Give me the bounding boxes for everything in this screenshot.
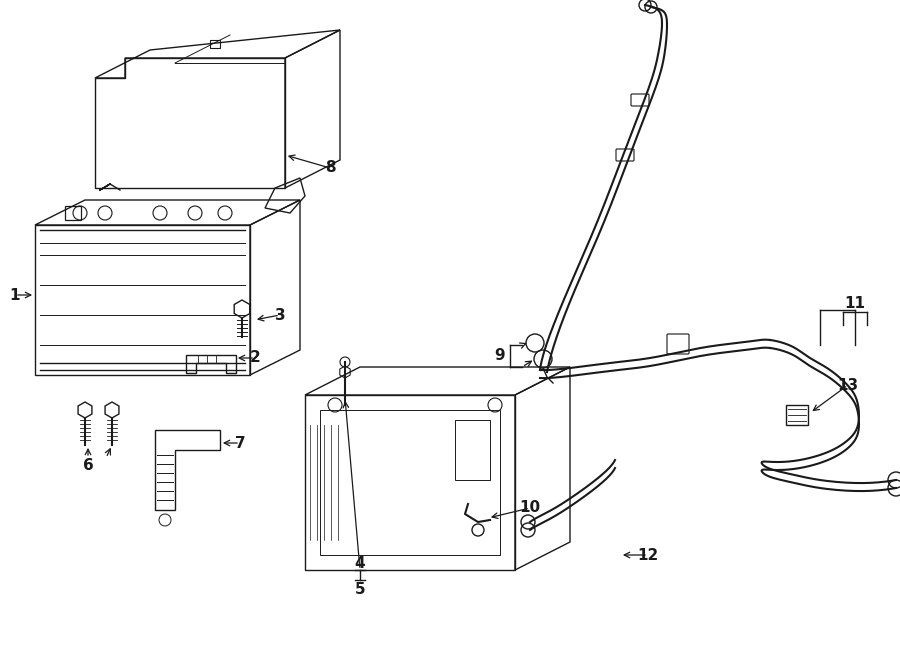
Text: 7: 7 xyxy=(235,436,246,451)
Text: 6: 6 xyxy=(83,457,94,473)
Text: 9: 9 xyxy=(495,348,505,362)
Text: 5: 5 xyxy=(355,582,365,598)
Text: 3: 3 xyxy=(274,307,285,323)
Text: 11: 11 xyxy=(844,295,866,311)
Text: 2: 2 xyxy=(249,350,260,366)
Text: 13: 13 xyxy=(837,377,859,393)
Text: 4: 4 xyxy=(355,555,365,570)
Text: 10: 10 xyxy=(519,500,541,516)
Text: 12: 12 xyxy=(637,547,659,563)
Text: 8: 8 xyxy=(325,161,336,176)
Text: 1: 1 xyxy=(10,288,20,303)
FancyBboxPatch shape xyxy=(455,420,490,480)
